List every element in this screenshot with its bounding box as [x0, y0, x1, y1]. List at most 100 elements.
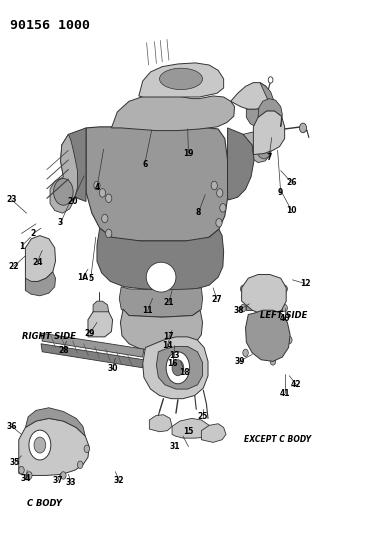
Polygon shape [120, 309, 203, 351]
Circle shape [29, 430, 51, 460]
Circle shape [106, 229, 112, 238]
Text: 13: 13 [169, 351, 179, 360]
Text: 7: 7 [266, 153, 272, 161]
Polygon shape [50, 134, 77, 213]
Text: 41: 41 [280, 389, 290, 398]
Polygon shape [86, 127, 228, 241]
Polygon shape [97, 228, 224, 290]
Circle shape [282, 304, 287, 312]
Text: 40: 40 [280, 314, 290, 323]
Text: RIGHT SIDE: RIGHT SIDE [22, 333, 75, 341]
Polygon shape [119, 287, 203, 317]
Text: LEFT SIDE: LEFT SIDE [260, 311, 307, 320]
Circle shape [268, 77, 273, 83]
Polygon shape [201, 424, 226, 442]
Text: 16: 16 [168, 359, 178, 368]
Circle shape [25, 261, 29, 266]
Text: 42: 42 [291, 381, 301, 389]
Circle shape [287, 336, 292, 344]
Text: 1A: 1A [77, 273, 88, 281]
Polygon shape [25, 236, 56, 290]
Text: 20: 20 [67, 197, 77, 206]
Text: 23: 23 [7, 196, 17, 204]
Polygon shape [242, 274, 286, 314]
Text: 32: 32 [114, 477, 124, 485]
Circle shape [19, 466, 24, 474]
Text: 26: 26 [286, 178, 296, 187]
Text: 11: 11 [143, 306, 153, 314]
Circle shape [84, 445, 90, 453]
Text: 38: 38 [233, 306, 244, 314]
Text: 27: 27 [212, 295, 222, 304]
Circle shape [94, 309, 103, 322]
Polygon shape [25, 408, 85, 436]
Circle shape [257, 322, 279, 352]
Text: 31: 31 [170, 442, 180, 451]
Circle shape [34, 437, 46, 453]
Polygon shape [149, 415, 172, 432]
Polygon shape [25, 272, 56, 296]
Polygon shape [61, 128, 86, 201]
Circle shape [270, 358, 276, 365]
Circle shape [166, 352, 190, 384]
Polygon shape [246, 310, 290, 361]
Circle shape [300, 123, 307, 133]
Text: 14: 14 [162, 341, 172, 350]
Polygon shape [253, 111, 285, 155]
Polygon shape [19, 418, 89, 475]
Circle shape [102, 214, 108, 223]
Polygon shape [143, 337, 208, 399]
Polygon shape [172, 418, 210, 438]
Text: 37: 37 [52, 477, 63, 485]
Circle shape [216, 219, 222, 227]
Text: 6: 6 [142, 160, 147, 168]
Polygon shape [258, 99, 282, 127]
Polygon shape [41, 344, 144, 368]
Text: 22: 22 [9, 262, 19, 271]
Polygon shape [88, 309, 113, 337]
Text: 33: 33 [66, 478, 76, 487]
Polygon shape [231, 83, 269, 109]
Polygon shape [228, 128, 254, 200]
Text: 4: 4 [94, 183, 100, 192]
Text: 19: 19 [183, 149, 194, 158]
Polygon shape [111, 94, 235, 131]
Text: C BODY: C BODY [27, 499, 62, 508]
Circle shape [50, 261, 54, 266]
Text: 21: 21 [164, 298, 174, 307]
Polygon shape [243, 132, 272, 163]
Circle shape [220, 204, 226, 212]
Circle shape [211, 181, 217, 190]
Text: 35: 35 [10, 458, 20, 467]
Circle shape [31, 252, 48, 276]
Circle shape [243, 349, 248, 357]
Circle shape [263, 330, 273, 343]
Text: 2: 2 [30, 229, 36, 238]
Text: 8: 8 [196, 208, 201, 216]
Circle shape [282, 285, 287, 293]
Circle shape [44, 276, 48, 281]
Polygon shape [139, 63, 224, 97]
Polygon shape [93, 301, 109, 312]
Bar [246, 285, 282, 310]
Text: 12: 12 [300, 279, 310, 288]
Circle shape [44, 246, 48, 252]
Polygon shape [41, 333, 144, 357]
Circle shape [32, 276, 36, 281]
Text: 90156 1000: 90156 1000 [10, 19, 90, 31]
Text: EXCEPT C BODY: EXCEPT C BODY [244, 435, 312, 444]
Polygon shape [156, 346, 203, 389]
Circle shape [94, 181, 100, 190]
Text: 15: 15 [183, 427, 194, 436]
Text: 36: 36 [7, 422, 17, 431]
Circle shape [172, 360, 184, 376]
Text: 18: 18 [179, 368, 190, 376]
Text: 25: 25 [197, 413, 208, 421]
Text: 5: 5 [88, 274, 93, 283]
Circle shape [54, 179, 73, 205]
Circle shape [240, 285, 246, 293]
Text: 34: 34 [20, 474, 30, 483]
Circle shape [217, 189, 223, 197]
Circle shape [99, 189, 106, 197]
Text: 17: 17 [163, 333, 174, 341]
